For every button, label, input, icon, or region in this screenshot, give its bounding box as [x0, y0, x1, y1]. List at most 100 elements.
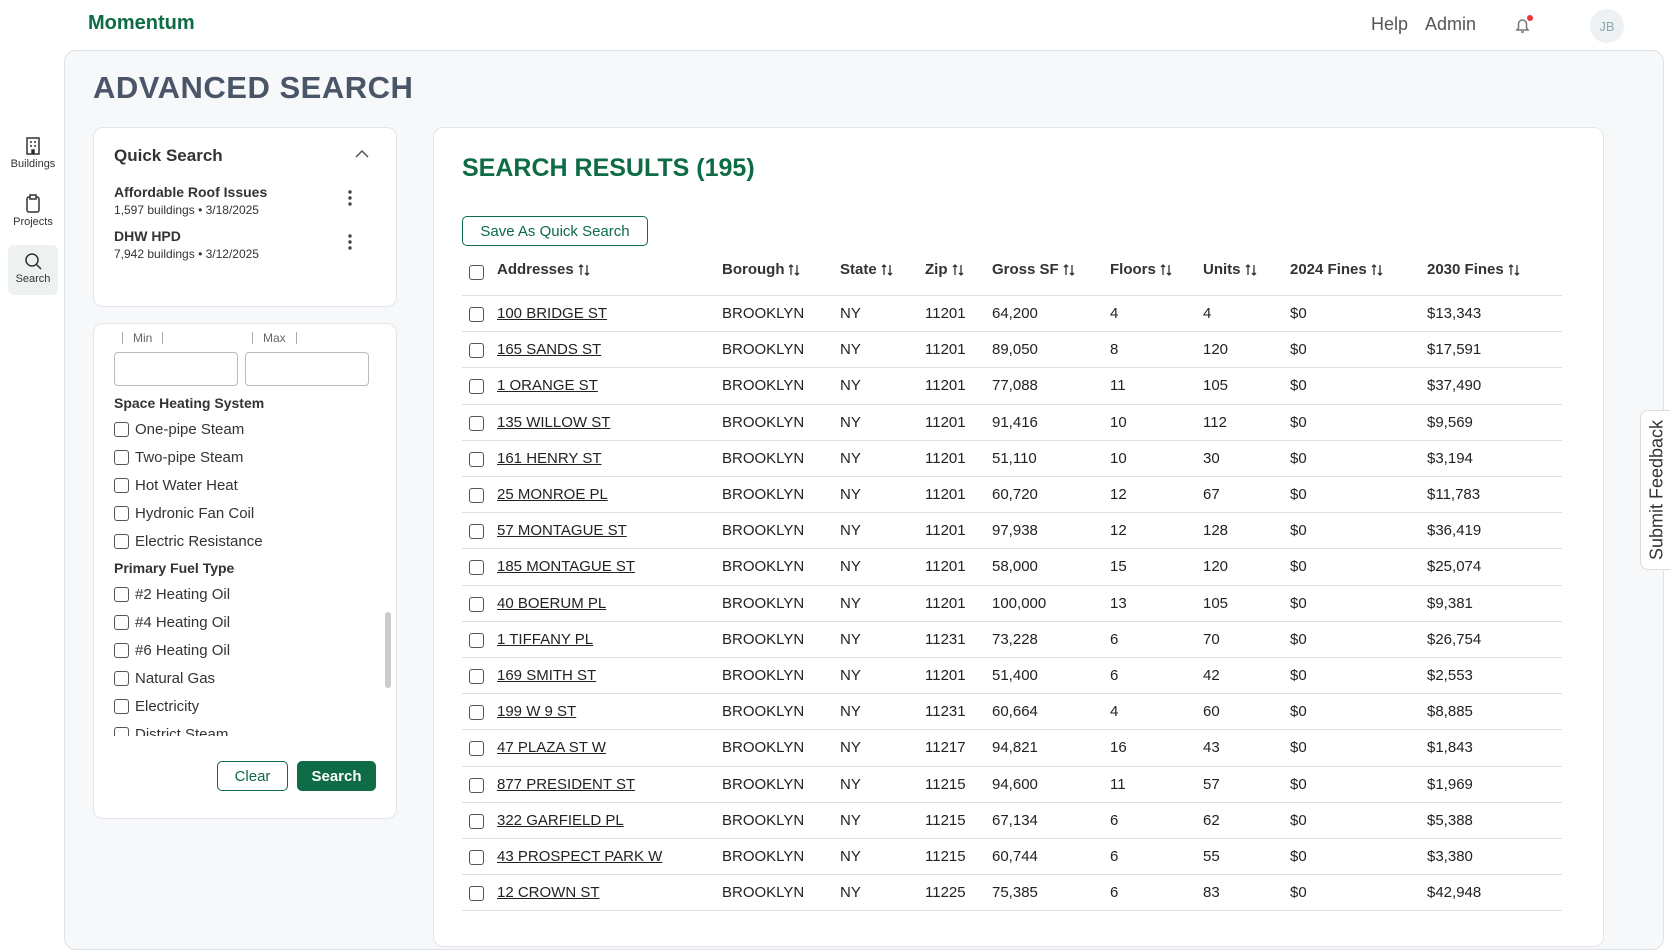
filter-option[interactable]: #4 Heating Oil: [114, 608, 376, 636]
checkbox[interactable]: [469, 265, 484, 280]
checkbox[interactable]: [469, 813, 484, 829]
checkbox[interactable]: [114, 449, 129, 465]
checkbox[interactable]: [469, 850, 484, 865]
checkbox[interactable]: [469, 524, 484, 540]
address-link[interactable]: 185 MONTAGUE ST: [497, 558, 636, 576]
help-link[interactable]: Help: [1371, 14, 1409, 34]
avatar[interactable]: JB: [1590, 9, 1624, 43]
checkbox[interactable]: [114, 614, 129, 630]
address-link[interactable]: 1 TIFFANY PL: [497, 630, 594, 648]
checkbox[interactable]: [469, 632, 484, 648]
clear-button[interactable]: Clear: [217, 761, 288, 791]
scrollbar[interactable]: [385, 612, 391, 688]
checkbox[interactable]: [469, 596, 484, 612]
checkbox[interactable]: [469, 669, 484, 684]
address-link[interactable]: 12 CROWN ST: [497, 884, 600, 902]
address-link[interactable]: 47 PLAZA ST W: [497, 739, 606, 757]
column-header[interactable]: Borough: [722, 261, 800, 278]
more-menu[interactable]: [346, 189, 354, 207]
checkbox[interactable]: [114, 533, 129, 549]
checkbox[interactable]: [114, 642, 129, 658]
sort-icon[interactable]: [788, 263, 800, 277]
checkbox[interactable]: [114, 505, 129, 521]
checkbox[interactable]: [114, 670, 129, 686]
address-link[interactable]: 322 GARFIELD PL: [497, 811, 624, 829]
feedback-tab[interactable]: Submit Feedback: [1640, 410, 1670, 570]
filter-option[interactable]: One-pipe Steam: [114, 415, 376, 443]
sort-icon[interactable]: [1160, 263, 1172, 277]
address-link[interactable]: 100 BRIDGE ST: [497, 305, 608, 322]
checkbox[interactable]: [469, 415, 484, 431]
filter-option[interactable]: Two-pipe Steam: [114, 443, 376, 471]
address-link[interactable]: 25 MONROE PL: [497, 486, 608, 503]
address-link[interactable]: 1 ORANGE ST: [497, 377, 598, 395]
sort-icon[interactable]: [578, 263, 590, 277]
address-link[interactable]: 43 PROSPECT PARK W: [497, 848, 663, 865]
column-header[interactable]: Zip: [925, 261, 964, 278]
nav-projects[interactable]: Projects: [8, 188, 58, 228]
collapse-icon[interactable]: [354, 148, 370, 160]
address-link[interactable]: 135 WILLOW ST: [497, 413, 611, 431]
checkbox[interactable]: [469, 741, 484, 757]
filter-option[interactable]: Electricity: [114, 692, 376, 720]
column-header[interactable]: Gross SF: [992, 261, 1075, 278]
filter-option[interactable]: Electric Resistance: [114, 527, 376, 555]
address-link[interactable]: 169 SMITH ST: [497, 667, 597, 684]
min-input[interactable]: [114, 352, 238, 386]
checkbox[interactable]: [469, 705, 484, 721]
notifications[interactable]: [1511, 14, 1535, 38]
column-header[interactable]: 2030 Fines: [1427, 261, 1520, 278]
column-header[interactable]: State: [840, 261, 893, 278]
checkbox[interactable]: [469, 451, 484, 467]
checkbox[interactable]: [114, 698, 129, 714]
quick-search-name[interactable]: DHW HPD: [114, 228, 181, 244]
quick-search-name[interactable]: Affordable Roof Issues: [114, 184, 268, 200]
nav-buildings[interactable]: Buildings: [8, 130, 58, 170]
more-menu[interactable]: [346, 233, 354, 251]
column-label: Addresses: [497, 261, 574, 278]
checkbox[interactable]: [469, 379, 484, 395]
filter-option[interactable]: #2 Heating Oil: [114, 580, 376, 608]
checkbox[interactable]: [114, 421, 129, 437]
sort-icon[interactable]: [952, 263, 964, 277]
cell: BROOKLYN: [722, 522, 805, 540]
filter-option[interactable]: Hot Water Heat: [114, 471, 376, 499]
sort-icon[interactable]: [1508, 263, 1520, 277]
checkbox[interactable]: [469, 307, 484, 322]
save-quick-search[interactable]: Save As Quick Search: [462, 216, 648, 246]
sort-icon[interactable]: [1245, 263, 1257, 277]
address-link[interactable]: 165 SANDS ST: [497, 341, 602, 359]
checkbox[interactable]: [114, 477, 129, 493]
cell: $17,591: [1427, 341, 1482, 359]
filter-option[interactable]: District Steam: [114, 720, 376, 736]
checkbox[interactable]: [469, 343, 484, 359]
max-input[interactable]: [245, 352, 369, 386]
checkbox[interactable]: [469, 777, 484, 793]
filter-option[interactable]: #6 Heating Oil: [114, 636, 376, 664]
address-link[interactable]: 877 PRESIDENT ST: [497, 775, 636, 793]
sort-icon[interactable]: [881, 263, 893, 277]
checkbox[interactable]: [114, 586, 129, 602]
address-link[interactable]: 161 HENRY ST: [497, 449, 602, 467]
checkbox[interactable]: [469, 886, 484, 902]
sort-icon[interactable]: [1371, 263, 1383, 277]
nav-search[interactable]: Search: [8, 245, 58, 295]
checkbox[interactable]: [469, 488, 484, 503]
column-header[interactable]: Addresses: [497, 261, 590, 278]
admin-link[interactable]: Admin: [1425, 14, 1477, 34]
column-header[interactable]: Units: [1203, 261, 1257, 278]
checkbox[interactable]: [469, 560, 484, 576]
address-link[interactable]: 199 W 9 ST: [497, 703, 577, 721]
cell: 6: [1110, 667, 1119, 684]
address-link[interactable]: 57 MONTAGUE ST: [497, 522, 627, 540]
column-header[interactable]: 2024 Fines: [1290, 261, 1383, 278]
brand[interactable]: Momentum: [88, 12, 195, 34]
address-link[interactable]: 40 BOERUM PL: [497, 594, 607, 612]
search-button[interactable]: Search: [297, 761, 376, 791]
cell: 43: [1203, 739, 1220, 757]
sort-icon[interactable]: [1063, 263, 1075, 277]
filter-option[interactable]: Natural Gas: [114, 664, 376, 692]
checkbox[interactable]: [114, 726, 129, 736]
column-header[interactable]: Floors: [1110, 261, 1172, 278]
filter-option[interactable]: Hydronic Fan Coil: [114, 499, 376, 527]
